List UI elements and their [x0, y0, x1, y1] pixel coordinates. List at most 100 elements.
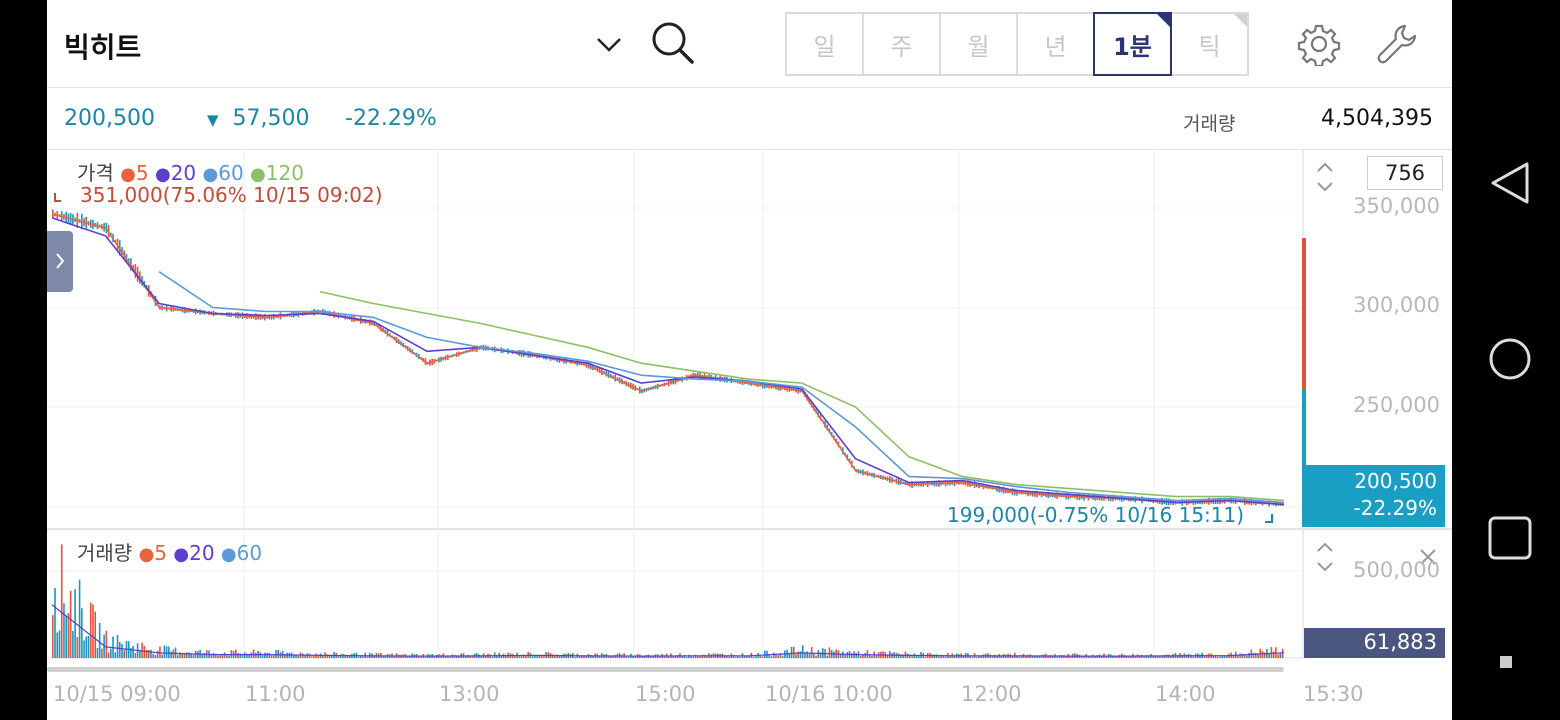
volume-label: 거래량 — [1183, 113, 1236, 135]
volume-bar — [598, 656, 601, 658]
volume-bar — [755, 656, 757, 658]
volume-bar — [1038, 655, 1041, 658]
volume-bar — [1051, 656, 1054, 658]
price-scale-updown-icon[interactable] — [1314, 159, 1336, 195]
volume-bar — [348, 655, 351, 658]
volume-bar — [759, 655, 762, 658]
volume-bar — [969, 655, 971, 658]
volume-bar — [424, 656, 427, 658]
x-tick-3: 15:00 — [635, 682, 696, 706]
volume-bar — [295, 654, 297, 658]
ma-line-60 — [158, 271, 1285, 504]
volume-bar — [938, 656, 940, 658]
wrench-icon[interactable] — [1375, 22, 1421, 68]
gear-icon[interactable] — [1297, 22, 1341, 66]
volume-bar — [795, 654, 797, 658]
volume-bar — [123, 649, 126, 658]
volume-bar — [1203, 656, 1206, 658]
volume-bar — [94, 611, 97, 658]
volume-bar — [252, 649, 255, 658]
volume-bar — [1248, 652, 1250, 658]
volume-bar — [322, 656, 324, 658]
volume-bar — [310, 656, 313, 658]
volume-bar — [228, 655, 230, 658]
volume-bar — [500, 655, 503, 658]
down-triangle-icon: ▼ — [207, 111, 219, 129]
volume-scale-updown-icon[interactable] — [1314, 539, 1336, 575]
volume-bar — [643, 656, 646, 658]
volume-bar — [313, 656, 315, 658]
volume-bar — [266, 652, 268, 658]
volume-bar — [1254, 652, 1257, 658]
volume-bar — [105, 630, 108, 658]
volume-bar — [210, 655, 213, 658]
volume-bar — [944, 656, 947, 658]
volume-bar — [578, 655, 581, 658]
volume-bar — [107, 652, 110, 658]
volume-bar — [132, 645, 134, 658]
candle-count-box[interactable]: 756 — [1367, 156, 1443, 190]
tab-tick[interactable]: 틱 — [1170, 12, 1249, 76]
volume-bar — [806, 651, 808, 658]
volume-bar — [942, 656, 945, 658]
back-icon[interactable] — [1489, 160, 1531, 206]
chevron-down-icon[interactable] — [595, 30, 623, 58]
volume-bar — [560, 655, 563, 658]
volume-bar — [65, 615, 67, 658]
volume-bar — [1161, 656, 1163, 658]
volume-bar — [652, 655, 654, 658]
volume-bar — [393, 656, 396, 658]
volume-bar — [607, 655, 610, 658]
volume-bar — [150, 649, 152, 658]
x-tick-2: 13:00 — [439, 682, 500, 706]
volume-bar — [121, 643, 123, 658]
volume-bar — [384, 655, 387, 658]
price-range-down-bar — [1302, 390, 1306, 466]
volume-bar — [455, 655, 458, 658]
volume-bar — [217, 655, 219, 658]
volume-bar — [201, 653, 204, 658]
panel-expand-handle[interactable] — [47, 231, 73, 292]
volume-bar — [810, 647, 813, 658]
volume-bar — [277, 649, 280, 658]
volume-bar — [676, 655, 679, 658]
volume-bar — [181, 653, 184, 658]
ma-line-120 — [319, 290, 1285, 502]
volume-bar — [188, 652, 190, 658]
tab-year[interactable]: 년 — [1016, 12, 1095, 76]
volume-bar — [917, 655, 920, 658]
tab-week[interactable]: 주 — [862, 12, 941, 76]
tab-1min[interactable]: 1분 — [1093, 12, 1172, 76]
volume-bar — [239, 653, 242, 658]
volume-bar — [78, 579, 81, 658]
recents-icon[interactable] — [1487, 515, 1533, 561]
volume-y-tick: 500,000 — [1353, 558, 1440, 582]
close-icon[interactable] — [1417, 546, 1439, 568]
volume-bar — [72, 630, 74, 658]
volume-bar — [797, 651, 800, 658]
volume-bar — [54, 587, 56, 658]
volume-bar — [275, 650, 277, 658]
volume-bar — [996, 656, 998, 658]
tab-month[interactable]: 월 — [939, 12, 1018, 76]
volume-bar — [176, 655, 179, 658]
volume-bar — [915, 656, 918, 658]
volume-bar — [978, 656, 980, 658]
volume-bar — [337, 656, 340, 658]
home-icon[interactable] — [1488, 337, 1532, 381]
volume-bar — [1089, 656, 1092, 658]
volume-bar — [174, 647, 177, 658]
volume-bar — [330, 654, 333, 658]
volume-bar — [214, 653, 217, 658]
volume-bar — [1192, 656, 1195, 658]
volume-bar — [484, 655, 487, 658]
volume-bar — [52, 615, 54, 658]
search-icon[interactable] — [650, 20, 696, 66]
period-tabs: 일 주 월 년 1분 틱 — [785, 12, 1249, 76]
volume-bar — [1100, 656, 1103, 658]
volume-bar — [1152, 655, 1154, 658]
volume-bar — [1156, 656, 1159, 658]
high-price-note: 351,000(75.06% 10/15 09:02) — [80, 183, 383, 207]
volume-bar — [690, 655, 692, 658]
price-chart[interactable] — [47, 0, 1452, 720]
